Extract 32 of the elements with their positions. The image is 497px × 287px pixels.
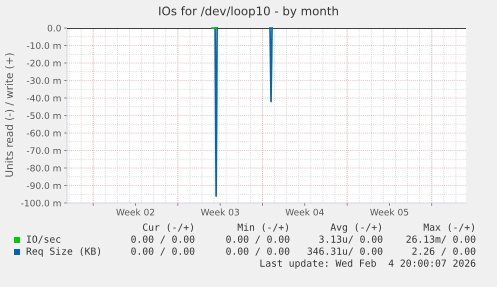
text: Last update: Wed Feb 4 20:00:07 2026 — [260, 259, 476, 269]
y-axis-title: Units read (-) / write (+) — [4, 53, 14, 177]
text: 0.00 / 0.00 — [131, 247, 194, 256]
legend-label: IO/sec — [26, 235, 60, 244]
text: 26.13m/ 0.00 — [406, 235, 476, 244]
y-tick-label: -50.0 m — [26, 112, 61, 120]
y-tick-label: -10.0 m — [26, 42, 61, 50]
x-tick-label: Week 05 — [370, 208, 408, 216]
y-tick-label: -90.0 m — [26, 182, 61, 190]
y-tick-label: -60.0 m — [26, 130, 61, 137]
text: Max (-/+) — [424, 223, 474, 232]
x-tick-label: Week 04 — [286, 208, 324, 216]
chart-title: IOs for /dev/loop10 - by month — [159, 6, 338, 18]
y-tick-label: 0.0 — [48, 24, 61, 32]
x-tick-label: Week 03 — [200, 208, 239, 216]
text: Min (-/+) — [238, 223, 288, 232]
text: 0.00 / 0.00 — [226, 235, 290, 244]
text: 346.31u/ 0.00 — [308, 247, 382, 256]
text: 3.13u/ 0.00 — [319, 235, 382, 244]
y-tick-label: -40.0 m — [26, 94, 61, 102]
text: 0.00 / 0.00 — [226, 247, 290, 256]
y-tick-label: -70.0 m — [26, 147, 61, 154]
x-tick-label: Week 02 — [116, 208, 154, 216]
text: Cur (-/+) — [142, 223, 193, 232]
legend-label: Req Size (KB) — [26, 247, 100, 257]
y-tick-label: -20.0 m — [26, 60, 61, 67]
y-tick-label: -80.0 m — [26, 164, 61, 172]
text: 2.26 / 0.00 — [412, 247, 476, 256]
y-tick-label: -30.0 m — [26, 77, 61, 84]
text: Avg (-/+) — [330, 223, 381, 233]
text: 0.00 / 0.00 — [131, 235, 194, 244]
y-tick-label: -100.0 m — [21, 200, 61, 207]
